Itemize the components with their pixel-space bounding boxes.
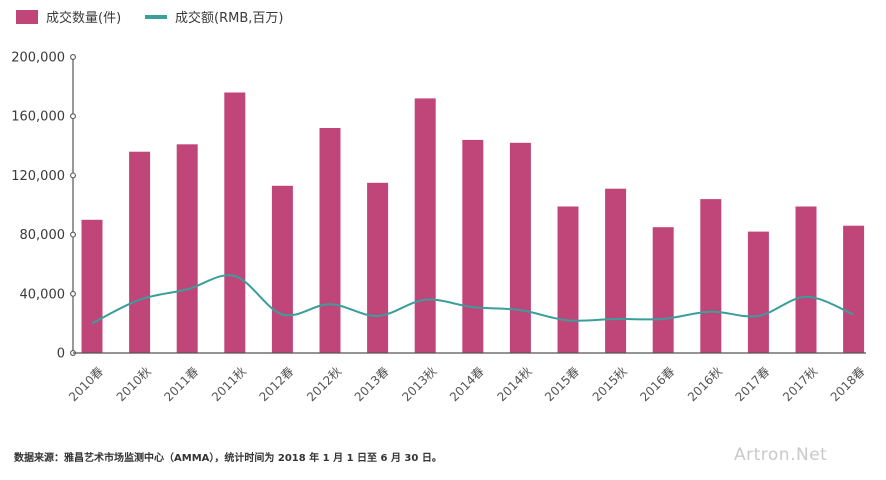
bar bbox=[271, 185, 293, 353]
x-tick-label: 2012春 bbox=[257, 364, 297, 404]
x-tick-label: 2016秋 bbox=[685, 364, 725, 404]
bar bbox=[224, 92, 246, 353]
y-tick-mark bbox=[70, 113, 76, 120]
y-tick-mark bbox=[70, 54, 76, 60]
bar bbox=[81, 219, 103, 353]
x-tick-label: 2015春 bbox=[542, 364, 582, 404]
y-tick-mark bbox=[70, 172, 76, 179]
bar-series bbox=[81, 92, 865, 354]
bar bbox=[319, 128, 341, 353]
y-tick-label: 160,000 bbox=[11, 110, 65, 125]
line-path bbox=[91, 274, 854, 325]
x-tick-label: 2013春 bbox=[352, 364, 392, 404]
legend-bar-label: 成交数量(件) bbox=[46, 10, 121, 26]
bar bbox=[462, 139, 484, 353]
bar bbox=[652, 227, 674, 353]
legend-line-label: 成交额(RMB,百万) bbox=[175, 10, 283, 26]
bar bbox=[367, 182, 389, 353]
x-tick-label: 2013秋 bbox=[399, 364, 439, 404]
y-tick-label: 80,000 bbox=[20, 228, 66, 243]
bar bbox=[700, 199, 722, 353]
x-tick-label: 2015秋 bbox=[590, 364, 630, 404]
bar bbox=[176, 144, 198, 353]
x-tick-label: 2010秋 bbox=[114, 364, 154, 404]
y-tick-label: 200,000 bbox=[11, 51, 65, 66]
x-tick-label: 2014秋 bbox=[495, 364, 535, 404]
bar bbox=[795, 206, 817, 353]
x-tick-label: 2018春 bbox=[828, 364, 868, 404]
bar bbox=[843, 225, 865, 353]
y-axis: 0 40,000 80,000 120,000 160,000 200,000 bbox=[11, 51, 76, 362]
y-tick-mark bbox=[70, 231, 76, 238]
x-tick-label: 2017春 bbox=[733, 364, 773, 404]
watermark: Artron.Net bbox=[734, 445, 828, 465]
x-tick-label: 2012秋 bbox=[304, 364, 344, 404]
x-tick-label: 2011秋 bbox=[209, 364, 249, 404]
line-series bbox=[91, 274, 854, 325]
x-tick-label: 2014春 bbox=[447, 364, 487, 404]
source-note: 数据来源：雅昌艺术市场监测中心（AMMA），统计时间为 2018 年 1 月 1… bbox=[14, 453, 442, 464]
x-tick-label: 2016春 bbox=[637, 364, 677, 404]
legend-line-swatch bbox=[145, 15, 167, 19]
bar bbox=[509, 142, 531, 353]
bar bbox=[747, 231, 769, 353]
y-tick-mark bbox=[70, 290, 76, 297]
bar bbox=[129, 151, 151, 353]
x-tick-label: 2010春 bbox=[66, 364, 106, 404]
legend-bar-swatch bbox=[16, 10, 38, 24]
y-tick-label: 40,000 bbox=[20, 287, 66, 302]
legend: 成交数量(件) 成交额(RMB,百万) bbox=[16, 10, 283, 26]
y-tick-label: 0 bbox=[57, 347, 65, 362]
x-axis: 2010春 2010秋 2011春 2011秋 2012春 2012秋 2013春 2013秋… bbox=[66, 352, 868, 404]
y-tick-label: 120,000 bbox=[11, 169, 65, 184]
x-tick-label: 2011春 bbox=[161, 364, 201, 404]
bar bbox=[605, 188, 627, 353]
bar bbox=[557, 206, 579, 353]
bar bbox=[414, 98, 436, 354]
x-tick-label: 2017秋 bbox=[780, 364, 820, 404]
